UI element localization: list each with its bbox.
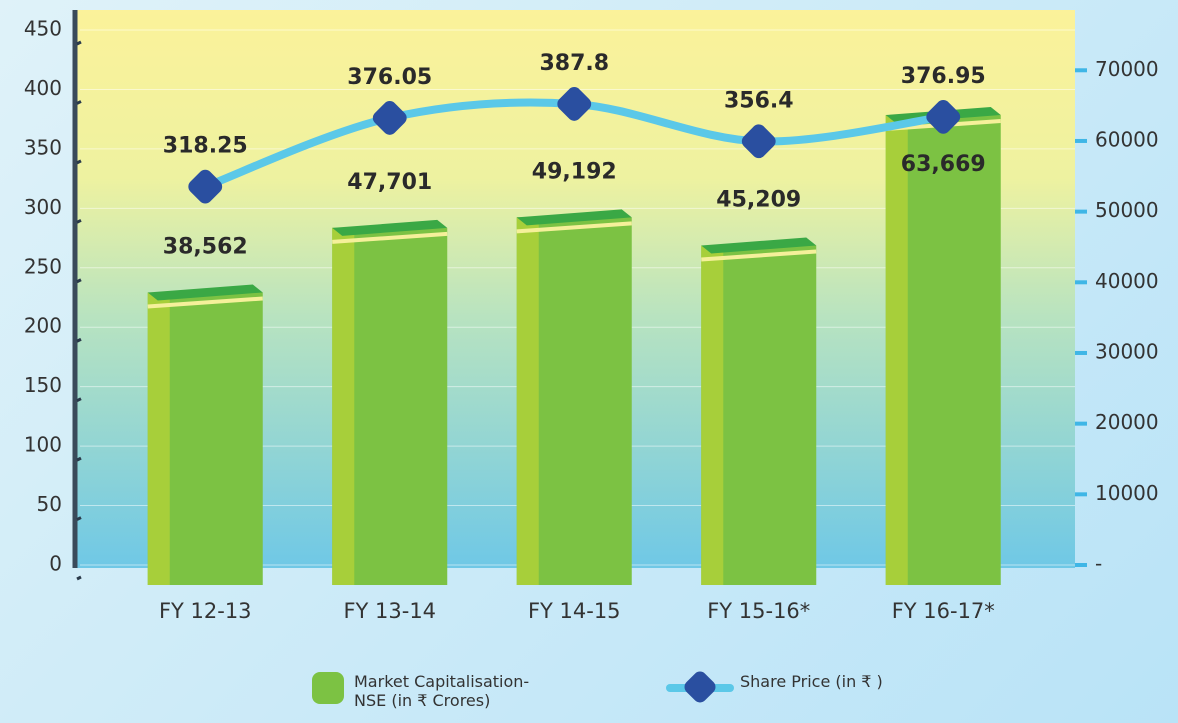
- y-tick-label: 250: [24, 254, 62, 278]
- bar-stripe: [516, 221, 632, 234]
- bar-stripe: [332, 231, 448, 244]
- y-tick-label: 200: [24, 314, 62, 338]
- y-tick-label: 300: [24, 195, 62, 219]
- line-marker: [557, 87, 592, 121]
- bar-stripe: [701, 249, 817, 262]
- x-tick-label: FY 14-15: [528, 599, 621, 623]
- tick-mark: [76, 397, 82, 403]
- bar-side: [885, 115, 908, 586]
- x-tick-label: FY 12-13: [159, 599, 252, 623]
- y-tick-label: 150: [24, 373, 62, 397]
- legend-label: Share Price (in ₹ ): [740, 672, 883, 691]
- y-tick-label: 50: [37, 492, 62, 516]
- line-marker: [926, 99, 961, 134]
- line-value-label: 356.4: [724, 88, 794, 113]
- tick-mark: [76, 516, 82, 521]
- x-tick-label: FY 16-17*: [892, 599, 995, 623]
- tick-mark: [76, 159, 82, 165]
- y2-tick-label: 10000: [1095, 481, 1159, 505]
- x-tick-label: FY 13-14: [343, 599, 436, 623]
- y2-tick-label: 60000: [1095, 127, 1159, 151]
- y2-tick-label: -: [1095, 552, 1102, 576]
- tick-mark: [76, 218, 82, 224]
- legend-swatch: [312, 672, 344, 704]
- tick-mark: [76, 278, 82, 284]
- tick-mark: [76, 100, 82, 105]
- bar-stripe: [147, 296, 263, 309]
- x-tick-label: FY 15-16*: [707, 599, 810, 623]
- y2-tick-label: 20000: [1095, 410, 1159, 434]
- bar-top: [701, 237, 817, 254]
- y-tick-label: 350: [24, 135, 62, 159]
- line-value-label: 318.25: [163, 134, 248, 159]
- legend-swatch: [666, 671, 734, 703]
- y-tick-label: 450: [24, 17, 62, 41]
- bar-value-label: 63,669: [901, 152, 986, 177]
- tick-mark: [76, 337, 82, 343]
- bar-top: [516, 209, 632, 226]
- line-value-label: 376.95: [901, 64, 986, 89]
- y-tick-label: 0: [49, 552, 62, 576]
- tick-mark: [76, 40, 82, 46]
- y-tick-label: 100: [24, 433, 62, 457]
- y-tick-label: 400: [24, 76, 62, 100]
- bar-value-label: 47,701: [347, 170, 432, 195]
- line-marker: [741, 124, 776, 159]
- bar-value-label: 38,562: [163, 234, 248, 259]
- tick-mark: [76, 456, 82, 462]
- line-value-label: 376.05: [347, 65, 432, 90]
- legend-label: Market Capitalisation-NSE (in ₹ Crores): [354, 672, 530, 710]
- bar-side: [332, 227, 355, 585]
- line-value-label: 387.8: [539, 51, 609, 76]
- bar-value-label: 49,192: [532, 159, 617, 184]
- tick-mark: [76, 575, 82, 581]
- y2-tick-label: 50000: [1095, 198, 1159, 222]
- y2-tick-label: 70000: [1095, 57, 1159, 81]
- bar-value-label: 45,209: [716, 187, 801, 212]
- bar-top: [147, 284, 263, 301]
- line-marker: [188, 169, 223, 204]
- y2-tick-label: 40000: [1095, 269, 1159, 293]
- bar-side: [701, 245, 724, 585]
- bar-side: [147, 292, 170, 585]
- bar-side: [516, 217, 539, 586]
- y2-tick-label: 30000: [1095, 339, 1159, 363]
- bar-top: [332, 219, 448, 236]
- line-marker: [372, 101, 407, 135]
